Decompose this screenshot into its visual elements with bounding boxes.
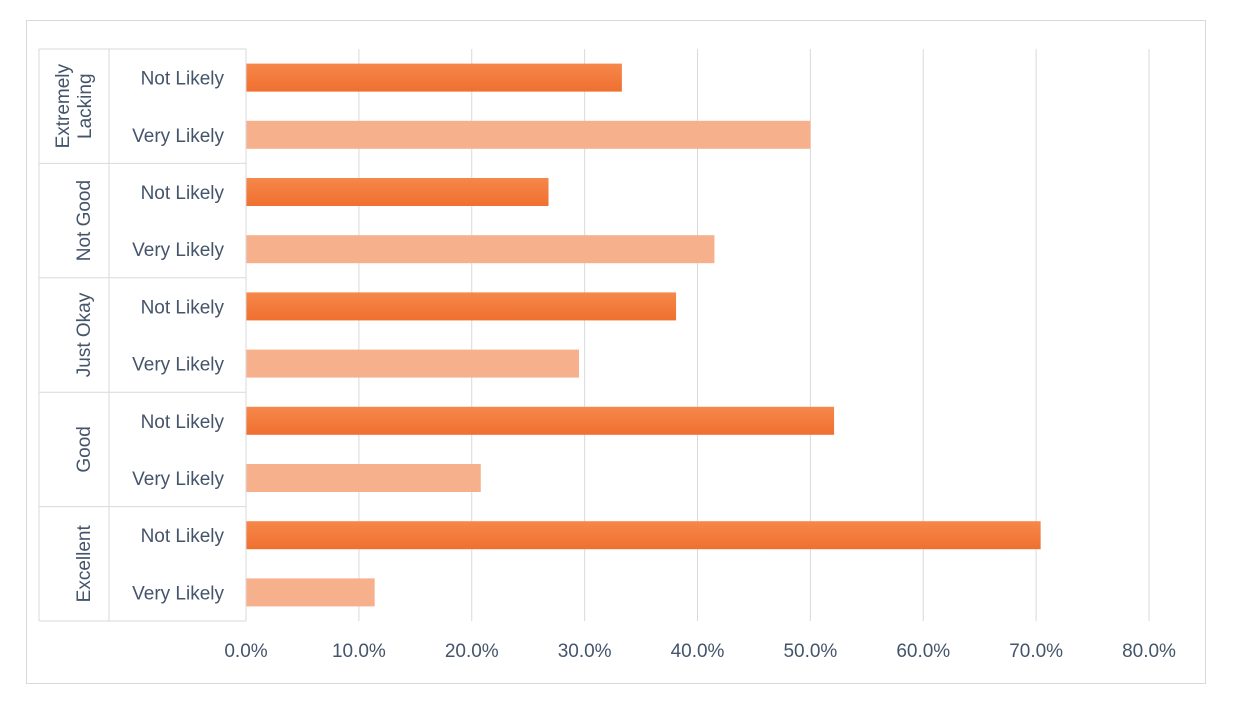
bar-category-label: Not Likely	[141, 69, 225, 90]
bar-category-label: Very Likely	[132, 240, 224, 261]
bar-category-label: Not Likely	[141, 526, 225, 547]
bar-category-label: Very Likely	[132, 583, 224, 604]
x-tick-label: 40.0%	[671, 641, 725, 662]
chart-frame: 0.0% 10.0% 20.0% 30.0% 40.0% 50.0% 60.0% 70.0% 8…	[26, 20, 1206, 684]
bar-category-label: Very Likely	[132, 355, 224, 376]
bar-very-likely	[246, 120, 811, 149]
bar-very-likely	[246, 235, 715, 264]
x-tick-label: 10.0%	[332, 641, 386, 662]
group-label: Excellent	[74, 525, 95, 603]
bar-not-likely	[246, 406, 835, 435]
bar-not-likely	[246, 521, 1041, 550]
bar-category-label: Very Likely	[132, 126, 224, 147]
bar-category-label: Not Likely	[141, 183, 225, 204]
bar-category-label: Very Likely	[132, 469, 224, 490]
x-tick-label: 50.0%	[783, 641, 837, 662]
bar-category-label: Not Likely	[141, 297, 225, 318]
group-label: ExtremelyLacking	[53, 63, 96, 148]
x-tick-label: 20.0%	[445, 641, 499, 662]
bar-very-likely	[246, 578, 375, 607]
x-tick-label: 30.0%	[558, 641, 612, 662]
group-label: Just Okay	[74, 292, 95, 377]
bar-very-likely	[246, 464, 481, 492]
x-tick-label: 60.0%	[896, 641, 950, 662]
bar-not-likely	[246, 292, 677, 321]
group-label: Not Good	[74, 180, 95, 261]
group-label: Good	[74, 426, 95, 472]
x-tick-label: 0.0%	[224, 641, 267, 662]
x-tick-label: 70.0%	[1009, 641, 1063, 662]
bar-very-likely	[246, 349, 579, 378]
x-tick-label: 80.0%	[1122, 641, 1176, 662]
bar-not-likely	[246, 178, 549, 206]
bar-category-label: Not Likely	[141, 412, 225, 433]
bar-not-likely	[246, 63, 622, 92]
bar-chart: 0.0% 10.0% 20.0% 30.0% 40.0% 50.0% 60.0% 70.0% 8…	[38, 48, 1176, 662]
